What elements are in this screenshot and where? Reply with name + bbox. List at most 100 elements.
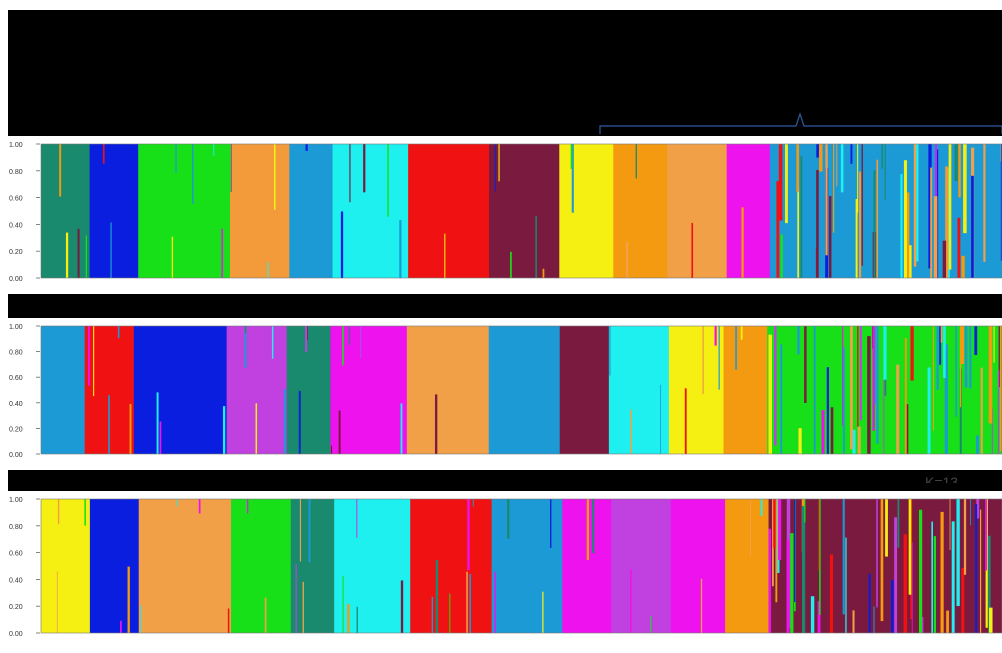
- y-tick-label: 0.60: [9, 551, 23, 558]
- admixture-strip: [264, 597, 267, 633]
- cluster-block: [613, 144, 668, 278]
- admixture-strip: [535, 216, 537, 278]
- admixture-strip: [400, 403, 403, 454]
- admixture-strip: [810, 596, 815, 633]
- cluster-block: [491, 499, 563, 633]
- admixture-strip: [991, 408, 993, 454]
- admixture-strip: [718, 326, 720, 390]
- admixture-strip: [828, 196, 832, 278]
- admixture-strip: [946, 610, 949, 633]
- admixture-strip: [77, 228, 80, 278]
- admixture-strip: [780, 344, 783, 454]
- structure-panel-3: 1.00 0.80 0.60 0.40 0.20 0.00: [8, 491, 1002, 650]
- admixture-strip: [944, 344, 948, 454]
- admixture-strip: [776, 181, 780, 278]
- admixture-strip: [244, 326, 247, 368]
- cluster-block: [608, 326, 670, 454]
- admixture-strip: [57, 499, 60, 525]
- admixture-strip: [958, 144, 961, 198]
- admixture-strip: [919, 509, 923, 633]
- admixture-strip: [469, 573, 471, 633]
- admixture-strip: [772, 499, 774, 587]
- cluster-block: [41, 499, 91, 633]
- admixture-strip: [993, 326, 995, 363]
- admixture-strip: [129, 403, 132, 454]
- y-tick-label: 0.00: [9, 631, 23, 638]
- admixture-strip: [660, 384, 662, 454]
- cluster-block: [41, 326, 86, 454]
- admixture-strip: [773, 499, 776, 549]
- admixture-strip: [494, 144, 496, 192]
- admixture-strip: [305, 144, 308, 151]
- admixture-strip: [780, 234, 783, 278]
- admixture-strip: [542, 591, 544, 633]
- cluster-block: [723, 326, 768, 454]
- admixture-strip: [93, 326, 95, 397]
- admixture-strip: [449, 593, 451, 633]
- y-tick-label: 0.80: [9, 169, 23, 176]
- admixture-strip: [741, 207, 744, 278]
- cluster-block: [410, 499, 493, 633]
- admixture-strip: [84, 499, 86, 526]
- admixture-strip: [140, 605, 142, 633]
- admixture-strip: [110, 222, 112, 278]
- admixture-strip: [570, 144, 573, 169]
- admixture-strip: [349, 326, 351, 346]
- cluster-block: [488, 326, 561, 454]
- admixture-strip: [700, 578, 703, 633]
- admixture-strip: [817, 601, 821, 633]
- admixture-strip: [796, 144, 799, 193]
- y-tick-label: 1.00: [9, 497, 23, 504]
- cluster-block: [330, 326, 408, 454]
- admixture-strip: [435, 560, 439, 633]
- admixture-strip: [790, 533, 794, 633]
- admixture-strip: [635, 144, 637, 179]
- admixture-strip: [954, 144, 958, 181]
- cluster-block: [559, 144, 614, 278]
- admixture-strip: [630, 409, 632, 454]
- admixture-strip: [816, 144, 819, 158]
- admixture-strip: [936, 326, 939, 390]
- y-tick-label: 0.80: [9, 350, 23, 357]
- admixture-strip: [175, 144, 177, 173]
- y-tick-label: 0.60: [9, 196, 23, 203]
- admixture-strip: [691, 222, 694, 278]
- admixture-strip: [399, 220, 402, 278]
- plot-border: [40, 498, 1002, 634]
- k-value-label: K=13: [925, 474, 959, 483]
- cluster-block: [725, 499, 770, 633]
- cluster-block: [726, 144, 771, 278]
- admixture-strip: [305, 326, 308, 353]
- admixture-strip: [213, 144, 215, 156]
- admixture-strip: [974, 326, 978, 356]
- admixture-strip: [650, 616, 652, 633]
- admixture-strip: [857, 326, 859, 427]
- admixture-strip: [956, 499, 960, 607]
- admixture-strip: [906, 192, 910, 278]
- admixture-strip: [852, 429, 856, 454]
- admixture-strip: [778, 144, 783, 221]
- admixture-strip: [903, 534, 908, 633]
- admixture-strip: [507, 499, 510, 539]
- cluster-block: [290, 499, 335, 633]
- admixture-strip: [625, 242, 629, 278]
- admixture-strip: [940, 326, 943, 343]
- admixture-strip: [850, 144, 853, 164]
- y-tick-label: 0.00: [9, 276, 23, 283]
- admixture-strip: [922, 616, 924, 633]
- admixture-strip: [897, 499, 900, 548]
- admixture-strip: [65, 232, 69, 278]
- admixture-strip: [230, 144, 232, 193]
- admixture-strip: [227, 608, 230, 633]
- admixture-strip: [192, 144, 194, 204]
- admixture-strip: [444, 233, 446, 278]
- admixture-strip: [961, 568, 965, 633]
- admixture-strip: [833, 144, 835, 233]
- admixture-strip: [840, 144, 844, 193]
- admixture-strip: [932, 326, 934, 431]
- structure-panel-2: 1.00 0.80 0.60 0.40 0.20 0.00: [8, 318, 1002, 470]
- cluster-block: [668, 326, 725, 454]
- admixture-strip: [800, 156, 803, 278]
- admixture-strip: [804, 499, 806, 523]
- admixture-strip: [959, 326, 962, 408]
